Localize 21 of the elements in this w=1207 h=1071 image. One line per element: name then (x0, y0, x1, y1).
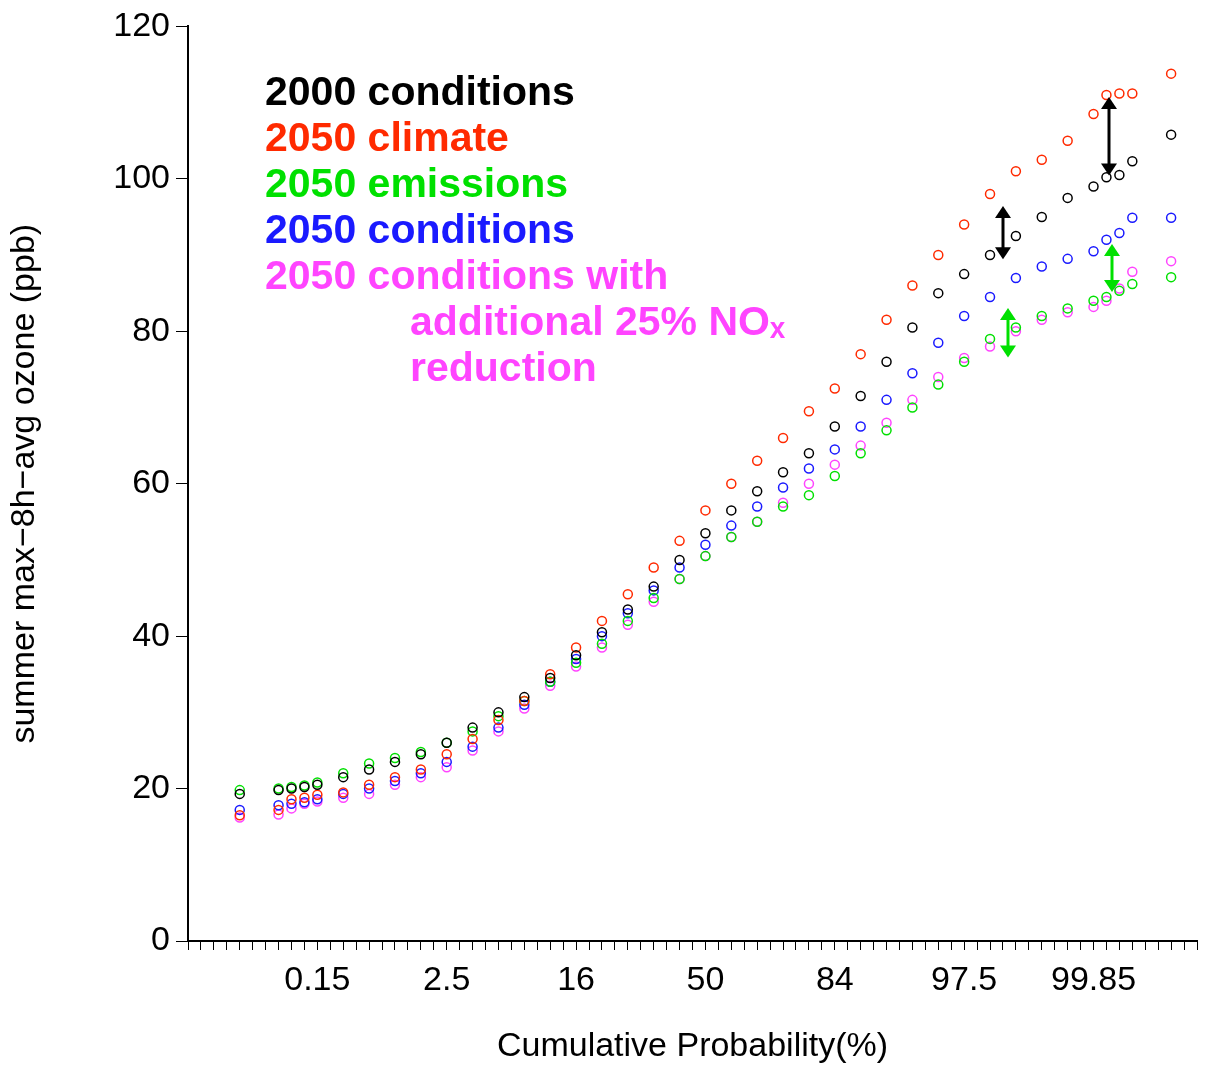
x-tick-label: 2.5 (423, 958, 471, 997)
y-tick-label: 100 (113, 157, 170, 196)
text: 2050 emissions (265, 160, 570, 206)
y-tick-label: 60 (132, 462, 170, 501)
text: 2050 conditions (265, 206, 576, 252)
x-tick-label: 50 (686, 958, 725, 997)
y-tick-label: 80 (132, 309, 170, 348)
text: 2050 climate (265, 114, 510, 160)
y-tick-label: 120 (113, 4, 170, 43)
x-tick-label: 99.85 (1050, 958, 1137, 997)
y-tick-label: 0 (151, 919, 170, 958)
x-tick-label: 97.5 (931, 958, 998, 997)
x-tick-label: 84 (815, 958, 854, 997)
text: 2050 conditions with additional 25% NOₓ reduction (265, 252, 786, 390)
y-tick-label: 40 (132, 614, 170, 653)
x-axis-title: Cumulative Probability(%) (496, 1024, 889, 1063)
y-tick-label: 20 (132, 766, 170, 805)
y-axis-title: summer max−8h−avg ozone (ppb) (2, 223, 41, 744)
x-tick-label: 16 (557, 958, 595, 997)
x-tick-label: 0.15 (284, 958, 351, 997)
text: 2000 conditions (265, 68, 576, 114)
